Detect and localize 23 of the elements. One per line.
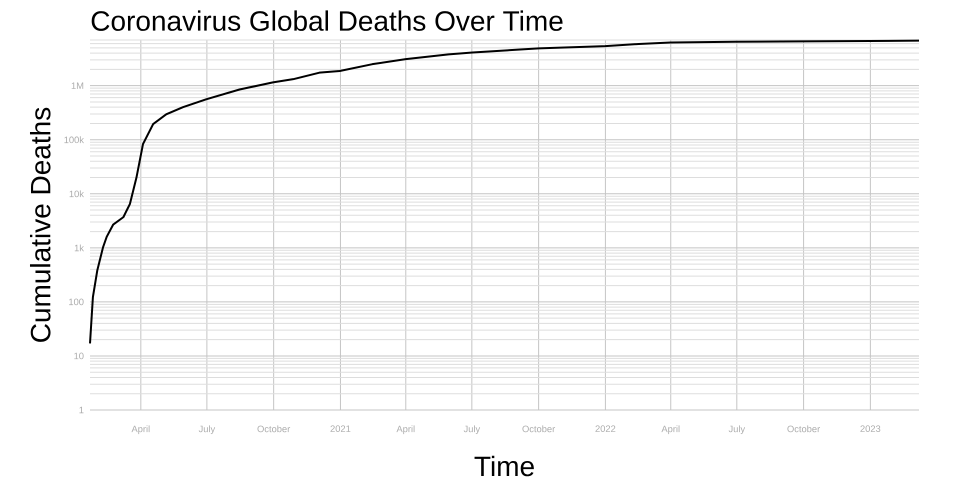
x-tick-label: July bbox=[464, 425, 480, 434]
x-tick-label: April bbox=[396, 425, 414, 434]
line-series bbox=[89, 40, 920, 344]
x-tick-label: July bbox=[198, 425, 216, 434]
x-tick-label: July bbox=[728, 425, 746, 434]
chart-title: Coronavirus Global Deaths Over Time bbox=[92, 10, 563, 31]
x-tick-label: 2023 bbox=[860, 425, 880, 432]
x-tick-label: October bbox=[522, 425, 556, 432]
y-tick-label: 100 bbox=[69, 298, 84, 306]
x-tick-label: 2021 bbox=[330, 425, 350, 432]
y-tick-label: 1k bbox=[74, 244, 84, 252]
x-axis-title: Time bbox=[474, 456, 534, 476]
y-tick-label: 10k bbox=[70, 190, 84, 198]
x-tick-label: April bbox=[661, 425, 680, 434]
y-tick-label: 100k bbox=[64, 136, 84, 144]
y-tick-label: 1 bbox=[79, 406, 84, 414]
x-tick-label: October bbox=[787, 425, 820, 432]
y-tick-label: 10 bbox=[74, 352, 84, 360]
x-tick-label: October bbox=[258, 425, 290, 432]
x-tick-label: April bbox=[132, 425, 150, 434]
y-tick-label: 1M bbox=[72, 82, 84, 89]
x-tick-label: 2022 bbox=[595, 425, 616, 432]
y-axis-title: Cumulative Deaths bbox=[30, 108, 51, 342]
